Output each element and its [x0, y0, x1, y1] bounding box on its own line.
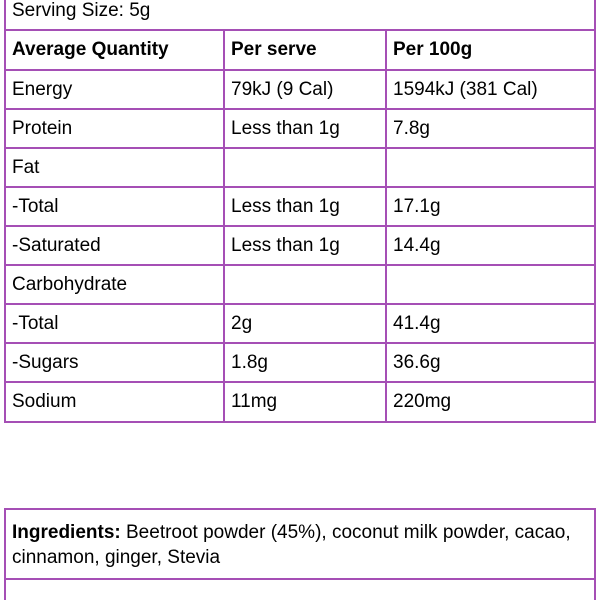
table-row: Energy 79kJ (9 Cal) 1594kJ (381 Cal) — [6, 69, 594, 110]
per-100g-value: 41.4g — [385, 303, 594, 344]
table-row: -Total 2g 41.4g — [6, 303, 594, 344]
per-serve-value: 79kJ (9 Cal) — [223, 69, 387, 110]
table-row: Carbohydrate — [6, 264, 594, 305]
nutrient-name: -Sugars — [6, 342, 225, 383]
per-serve-value: 11mg — [223, 381, 387, 421]
nutrition-panel: Serving Size: 5g Average Quantity Per se… — [4, 0, 596, 423]
header-per-serve: Per serve — [223, 31, 387, 71]
nutrient-name: Sodium — [6, 381, 225, 421]
per-serve-value: 2g — [223, 303, 387, 344]
ingredients-text-block: Ingredients: Beetroot powder (45%), coco… — [6, 510, 594, 580]
nutrient-name: Carbohydrate — [6, 264, 225, 305]
per-100g-value: 14.4g — [385, 225, 594, 266]
table-header-row: Average Quantity Per serve Per 100g — [6, 31, 594, 71]
per-serve-value — [223, 264, 387, 305]
per-100g-value — [385, 264, 594, 305]
nutrition-table: Average Quantity Per serve Per 100g Ener… — [6, 31, 594, 421]
ingredients-list: Beetroot powder (45%), coconut milk powd… — [12, 522, 571, 568]
nutrient-name: -Saturated — [6, 225, 225, 266]
header-average-quantity: Average Quantity — [6, 31, 225, 71]
table-row: -Sugars 1.8g 36.6g — [6, 342, 594, 383]
nutrient-name: -Total — [6, 186, 225, 227]
nutrient-name: Protein — [6, 108, 225, 149]
per-100g-value: 17.1g — [385, 186, 594, 227]
per-serve-value: Less than 1g — [223, 108, 387, 149]
table-row: -Saturated Less than 1g 14.4g — [6, 225, 594, 266]
per-serve-value: 1.8g — [223, 342, 387, 383]
table-row: -Total Less than 1g 17.1g — [6, 186, 594, 227]
nutrient-name: Fat — [6, 147, 225, 188]
per-100g-value — [385, 147, 594, 188]
table-row: Fat — [6, 147, 594, 188]
per-serve-value: Less than 1g — [223, 225, 387, 266]
nutrient-name: -Total — [6, 303, 225, 344]
per-serve-value: Less than 1g — [223, 186, 387, 227]
per-serve-value — [223, 147, 387, 188]
nutrient-name: Energy — [6, 69, 225, 110]
serving-size: Serving Size: 5g — [6, 0, 594, 31]
per-100g-value: 36.6g — [385, 342, 594, 383]
ingredients-label: Ingredients: — [12, 522, 121, 543]
table-row: Protein Less than 1g 7.8g — [6, 108, 594, 149]
per-100g-value: 1594kJ (381 Cal) — [385, 69, 594, 110]
ingredients-box: Ingredients: Beetroot powder (45%), coco… — [4, 508, 596, 600]
header-per-100g: Per 100g — [385, 31, 594, 71]
per-100g-value: 220mg — [385, 381, 594, 421]
per-100g-value: 7.8g — [385, 108, 594, 149]
table-row: Sodium 11mg 220mg — [6, 381, 594, 421]
